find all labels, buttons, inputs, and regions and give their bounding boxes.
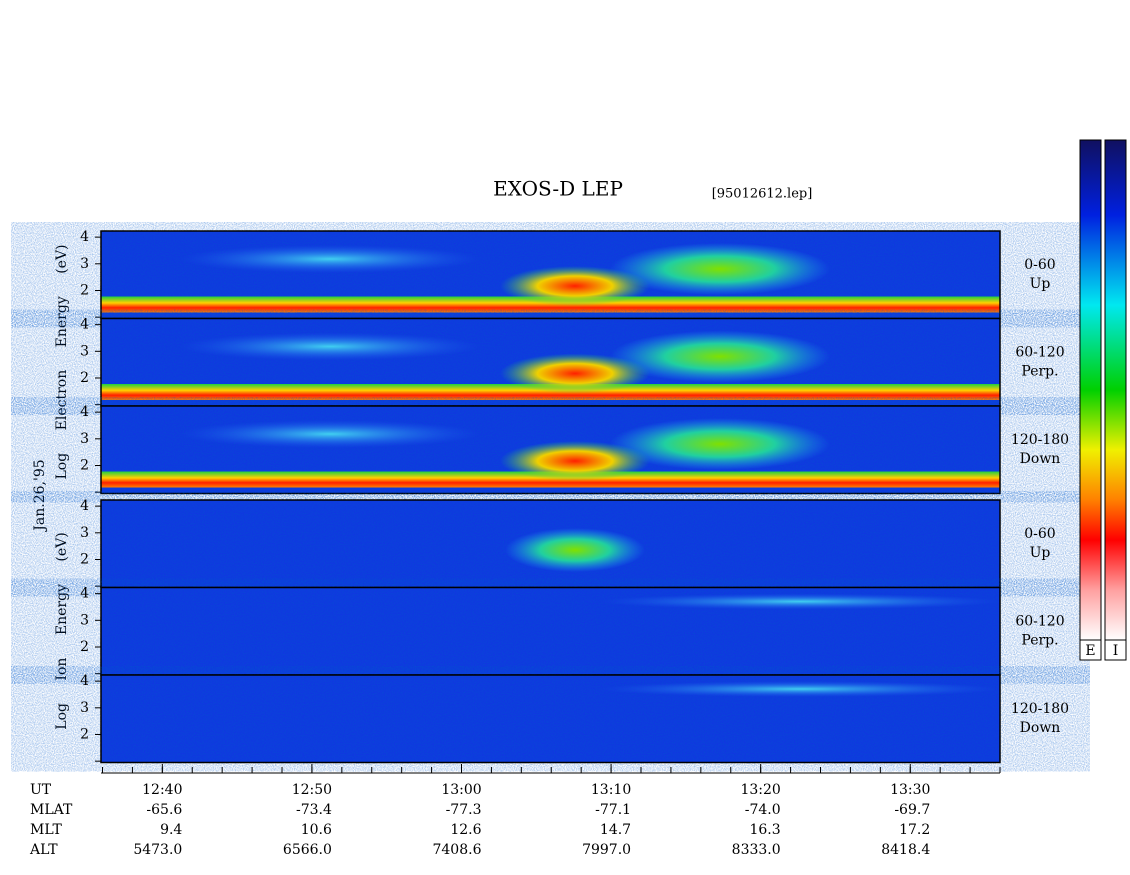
- faint-arc: [600, 681, 1000, 697]
- y-tick-label: 3: [80, 612, 89, 628]
- emission: [505, 528, 645, 572]
- y-tick-label: 3: [80, 343, 89, 359]
- date-label: Jan.26,'95: [32, 459, 48, 532]
- x-tick-label: 13:10: [591, 782, 631, 798]
- pitch-direction: Down: [1020, 720, 1061, 736]
- faint-arc: [600, 593, 1000, 610]
- emission: [610, 330, 830, 383]
- faint-arc: [180, 420, 480, 448]
- spectrogram-panel: [100, 499, 1001, 589]
- y-axis-label: Log Electron Energy (eV): [54, 244, 70, 479]
- ephemeris-value: -69.7: [894, 802, 930, 818]
- color-bar-label: I: [1113, 643, 1119, 659]
- panel-frame: [100, 405, 1001, 495]
- title: EXOS-D LEP: [493, 177, 623, 201]
- ephemeris-value: 5473.0: [133, 842, 182, 858]
- y-tick-label: 3: [80, 700, 89, 716]
- pitch-angle: 0-60: [1024, 526, 1055, 542]
- y-tick-label: 2: [80, 370, 89, 386]
- emission: [610, 418, 830, 470]
- color-bar: [1104, 139, 1127, 641]
- pitch-angle: 120-180: [1011, 701, 1069, 717]
- color-bar-label-box: [1104, 639, 1127, 661]
- emission: [500, 441, 650, 481]
- pitch-angle: 60-120: [1015, 614, 1064, 630]
- ephemeris-name: ALT: [29, 842, 58, 858]
- faint-arc: [180, 332, 480, 361]
- ephemeris-value: 8333.0: [732, 842, 781, 858]
- y-tick-label: 2: [80, 639, 89, 655]
- y-tick-label: 3: [80, 431, 89, 447]
- y-tick-label: 4: [80, 317, 89, 333]
- ephemeris-value: 14.7: [600, 822, 631, 838]
- y-axis-label: Log Ion Energy (eV): [54, 532, 70, 729]
- x-tick-label: 12:50: [292, 782, 332, 798]
- y-tick-label: 3: [80, 256, 89, 272]
- file-name: [95012612.lep]: [712, 187, 813, 202]
- x-tick-label: 12:40: [142, 782, 182, 798]
- x-tick-label: 13:00: [441, 782, 481, 798]
- panel-frame: [100, 674, 1001, 764]
- ephemeris-value: 7408.6: [432, 842, 481, 858]
- y-tick-label: 4: [80, 673, 89, 689]
- pitch-direction: Perp.: [1021, 633, 1058, 649]
- emission: [500, 266, 650, 306]
- ephemeris-name: MLT: [30, 822, 62, 838]
- color-bar: [1079, 139, 1102, 641]
- pitch-direction: Perp.: [1021, 364, 1058, 380]
- spectrogram-panel: [100, 317, 1001, 407]
- ephemeris-value: -77.3: [446, 802, 482, 818]
- pitch-angle: 0-60: [1024, 257, 1055, 273]
- y-tick-label: 2: [80, 282, 89, 298]
- x-tick-label: 13:30: [890, 782, 930, 798]
- y-tick-label: 2: [80, 551, 89, 567]
- ephemeris-value: 16.3: [749, 822, 780, 838]
- y-tick-label: 3: [80, 525, 89, 541]
- ephemeris-value: 10.6: [301, 822, 332, 838]
- ephemeris-name: UT: [30, 782, 52, 798]
- spectrogram-panel: [100, 674, 1001, 764]
- ephemeris-value: 6566.0: [283, 842, 332, 858]
- pitch-angle: 60-120: [1015, 345, 1064, 361]
- pitch-direction: Up: [1030, 276, 1051, 292]
- spectrogram-panel: [100, 230, 1001, 320]
- ephemeris-value: -73.4: [296, 802, 332, 818]
- ephemeris-value: -65.6: [146, 802, 182, 818]
- emission: [610, 243, 830, 295]
- y-tick-label: 4: [80, 498, 89, 514]
- color-bar-label: E: [1085, 643, 1095, 659]
- x-tick-label: 13:20: [740, 782, 780, 798]
- ephemeris-value: 8418.4: [881, 842, 930, 858]
- emission: [500, 353, 650, 394]
- y-tick-label: 4: [80, 586, 89, 602]
- ephemeris-value: 17.2: [899, 822, 930, 838]
- ephemeris-value: 7997.0: [582, 842, 631, 858]
- y-tick-label: 2: [80, 726, 89, 742]
- ephemeris-name: MLAT: [30, 802, 73, 818]
- spectrogram-panel: [100, 586, 1001, 676]
- ephemeris-value: -77.1: [595, 802, 631, 818]
- faint-arc: [180, 245, 480, 273]
- ephemeris-value: -74.0: [745, 802, 781, 818]
- y-tick-label: 4: [80, 229, 89, 245]
- y-tick-label: 2: [80, 457, 89, 473]
- pitch-angle: 120-180: [1011, 432, 1069, 448]
- spectrogram-panel: [100, 405, 1001, 495]
- color-bar-label-box: [1079, 639, 1102, 661]
- pitch-direction: Up: [1030, 545, 1051, 561]
- y-tick-label: 4: [80, 404, 89, 420]
- ephemeris-value: 9.4: [160, 822, 182, 838]
- pitch-direction: Down: [1020, 451, 1061, 467]
- ephemeris-value: 12.6: [450, 822, 481, 838]
